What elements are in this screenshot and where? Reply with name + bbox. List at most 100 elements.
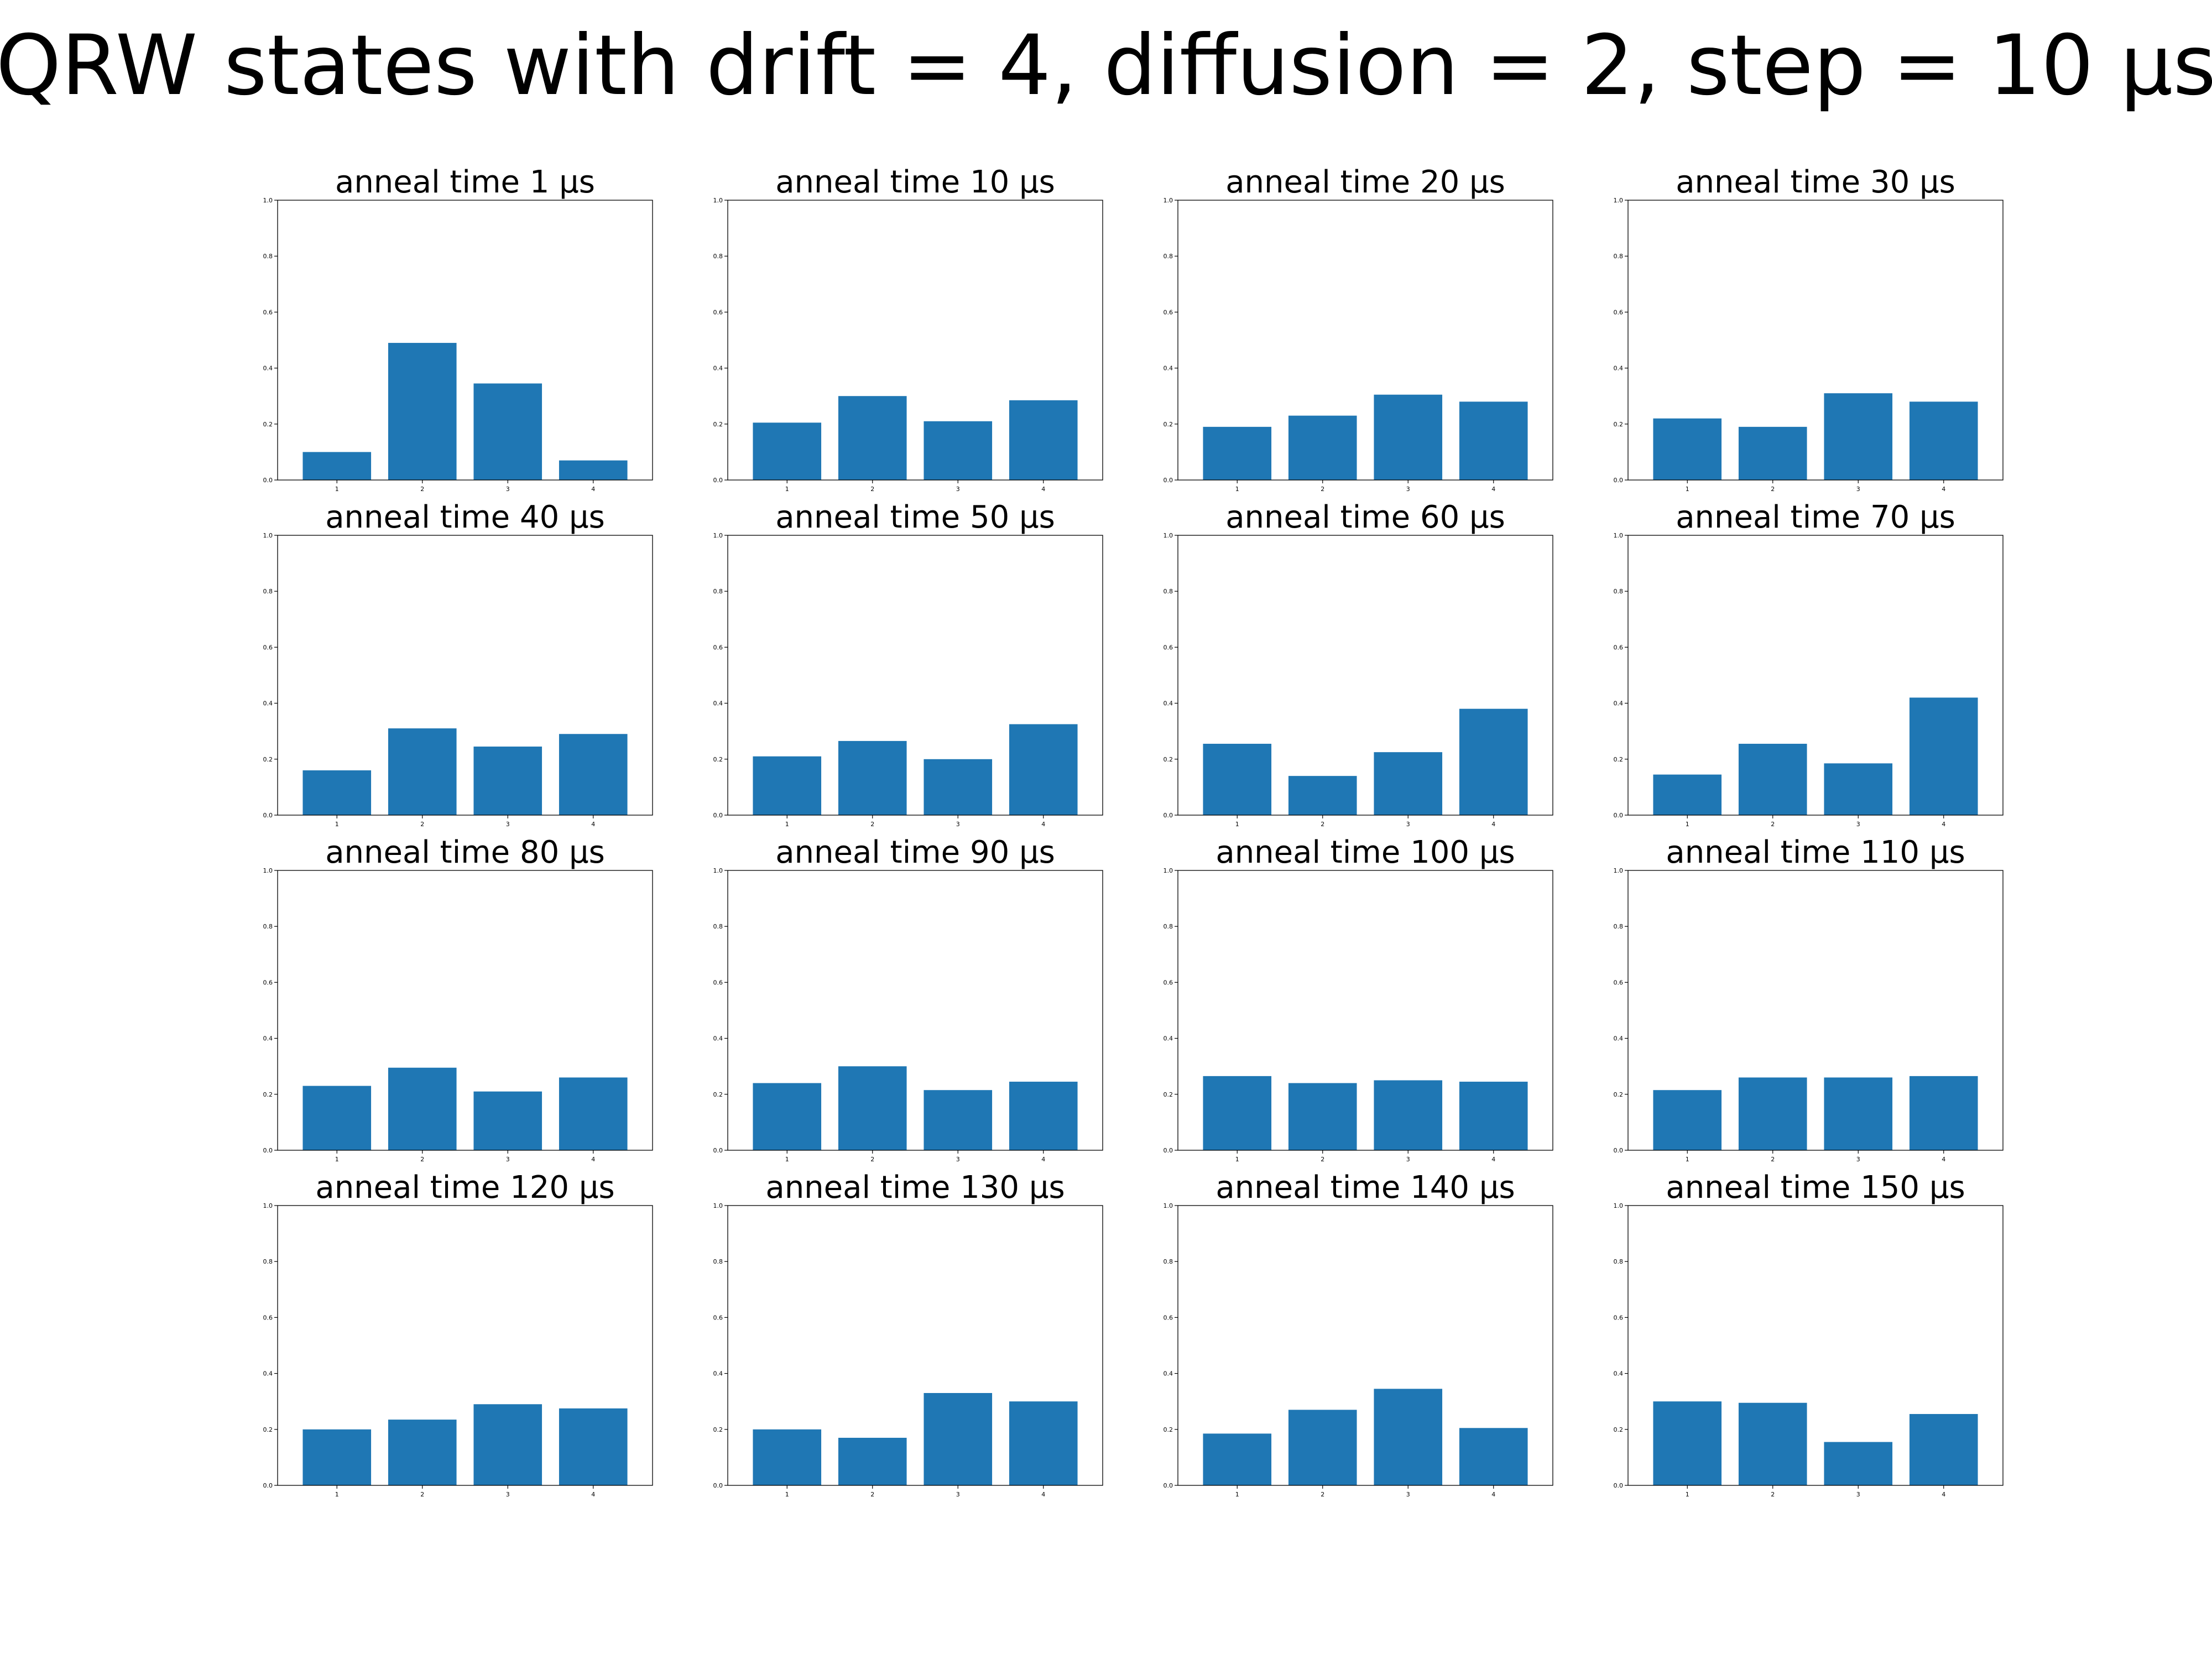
y-tick-label: 0.6 — [713, 309, 723, 316]
y-tick-label: 1.0 — [263, 1202, 273, 1209]
x-tick-label: 3 — [506, 1491, 510, 1498]
y-tick-label: 0.4 — [263, 1370, 273, 1378]
bar — [559, 734, 628, 815]
y-tick-label: 0.2 — [263, 1426, 273, 1433]
subplot-title: anneal time 150 μs — [1666, 1170, 1965, 1206]
axes-frame — [1627, 535, 2004, 816]
subplot: anneal time 20 μs 1 2 3 4 0.0 0.2 0.4 0.6 0.8 1.0 — [1164, 164, 1553, 493]
x-tick-label: 2 — [1771, 486, 1775, 493]
bar — [473, 1091, 542, 1150]
bar — [1009, 1401, 1078, 1485]
y-tick-label: 0.4 — [263, 1035, 273, 1042]
x-tick-label: 3 — [506, 486, 510, 493]
subplot: anneal time 90 μs 1 2 3 4 0.0 0.2 0.4 0.6 0.8 1.0 — [713, 834, 1103, 1163]
subplot: anneal time 80 μs 1 2 3 4 0.0 0.2 0.4 0.6 0.8 1.0 — [263, 834, 653, 1163]
bar — [559, 1077, 628, 1150]
subplot-title: anneal time 40 μs — [325, 499, 605, 535]
y-tick-label: 0.2 — [1614, 1426, 1624, 1433]
x-tick-label: 3 — [1406, 1491, 1410, 1498]
y-tick-label: 1.0 — [713, 197, 723, 204]
subplot-title: anneal time 70 μs — [1676, 499, 1955, 535]
y-tick-label: 0.6 — [1164, 309, 1173, 316]
subplot-title: anneal time 50 μs — [775, 499, 1055, 535]
bar — [924, 421, 993, 480]
y-tick-label: 0.8 — [1614, 923, 1624, 930]
y-tick-label: 0.0 — [1614, 1147, 1624, 1154]
subplot: anneal time 1 μs 1 2 3 4 0.0 0.2 0.4 0.6 0.8 1.0 — [263, 164, 653, 493]
bar — [559, 460, 628, 480]
y-tick-label: 0.4 — [713, 365, 723, 372]
subplot-title: anneal time 10 μs — [775, 164, 1055, 200]
y-tick-label: 0.8 — [263, 253, 273, 260]
y-tick-label: 0.0 — [263, 477, 273, 484]
bar — [1374, 1389, 1443, 1485]
bar — [924, 759, 993, 815]
subplot: anneal time 140 μs 1 2 3 4 0.0 0.2 0.4 0.6 0.8 1.0 — [1164, 1170, 1553, 1498]
x-tick-label: 1 — [785, 1491, 789, 1498]
y-tick-label: 0.4 — [713, 1370, 723, 1378]
y-tick-label: 1.0 — [713, 867, 723, 874]
y-tick-label: 0.0 — [263, 1482, 273, 1489]
figure-title: QRW states with drift = 4, diffusion = 2… — [0, 18, 2212, 114]
axes-frame — [1177, 870, 1553, 1151]
y-tick-label: 1.0 — [1164, 867, 1173, 874]
subplot: anneal time 10 μs 1 2 3 4 0.0 0.2 0.4 0.6 0.8 1.0 — [713, 164, 1103, 493]
y-tick-label: 1.0 — [1614, 532, 1624, 539]
axes-frame — [727, 200, 1103, 481]
x-tick-label: 2 — [1321, 1491, 1324, 1498]
bar — [473, 747, 542, 815]
bar — [1288, 1410, 1357, 1485]
x-tick-label: 4 — [591, 1156, 595, 1163]
x-tick-label: 4 — [1041, 821, 1045, 828]
bar — [1824, 1442, 1893, 1485]
x-tick-label: 2 — [420, 486, 424, 493]
y-tick-label: 0.8 — [713, 588, 723, 595]
y-tick-label: 0.6 — [713, 644, 723, 651]
x-tick-label: 4 — [1942, 486, 1945, 493]
x-tick-label: 3 — [1856, 486, 1860, 493]
y-tick-label: 1.0 — [713, 532, 723, 539]
bar — [1203, 743, 1272, 815]
y-tick-label: 0.0 — [1614, 477, 1624, 484]
y-tick-label: 0.8 — [713, 1258, 723, 1265]
x-tick-label: 2 — [420, 821, 424, 828]
subplot-title: anneal time 30 μs — [1676, 164, 1955, 200]
y-tick-label: 0.2 — [1164, 756, 1173, 763]
y-tick-label: 0.6 — [713, 979, 723, 986]
y-tick-label: 0.8 — [1164, 923, 1173, 930]
x-tick-label: 4 — [591, 486, 595, 493]
x-tick-label: 1 — [785, 1156, 789, 1163]
bar — [302, 1086, 372, 1150]
y-tick-label: 0.6 — [713, 1314, 723, 1321]
y-tick-label: 0.6 — [1164, 979, 1173, 986]
y-tick-label: 0.2 — [713, 421, 723, 428]
y-tick-label: 1.0 — [1614, 197, 1624, 204]
x-tick-label: 2 — [420, 1491, 424, 1498]
subplot: anneal time 110 μs 1 2 3 4 0.0 0.2 0.4 0.6 0.8 1.0 — [1614, 834, 2004, 1163]
subplot: anneal time 70 μs 1 2 3 4 0.0 0.2 0.4 0.6 0.8 1.0 — [1614, 499, 2004, 828]
x-tick-label: 2 — [870, 486, 874, 493]
x-tick-label: 3 — [956, 821, 960, 828]
bar — [753, 1429, 822, 1485]
y-tick-label: 0.4 — [713, 1035, 723, 1042]
bar — [1374, 394, 1443, 480]
y-tick-label: 0.8 — [1164, 588, 1173, 595]
x-tick-label: 4 — [1491, 821, 1495, 828]
bar — [1909, 1413, 1978, 1485]
bar — [924, 1090, 993, 1150]
axes-frame — [277, 1205, 653, 1486]
bar — [388, 1067, 457, 1150]
y-tick-label: 0.8 — [1614, 1258, 1624, 1265]
bar — [838, 740, 907, 815]
axes-frame — [277, 535, 653, 816]
x-tick-label: 4 — [1942, 1491, 1945, 1498]
y-tick-label: 1.0 — [263, 532, 273, 539]
bar — [924, 1393, 993, 1485]
bar — [1459, 1428, 1528, 1485]
y-tick-label: 1.0 — [263, 867, 273, 874]
bar — [1738, 1402, 1807, 1485]
x-tick-label: 4 — [1041, 1491, 1045, 1498]
subplot-title: anneal time 90 μs — [775, 834, 1055, 870]
x-tick-label: 4 — [1942, 1156, 1945, 1163]
